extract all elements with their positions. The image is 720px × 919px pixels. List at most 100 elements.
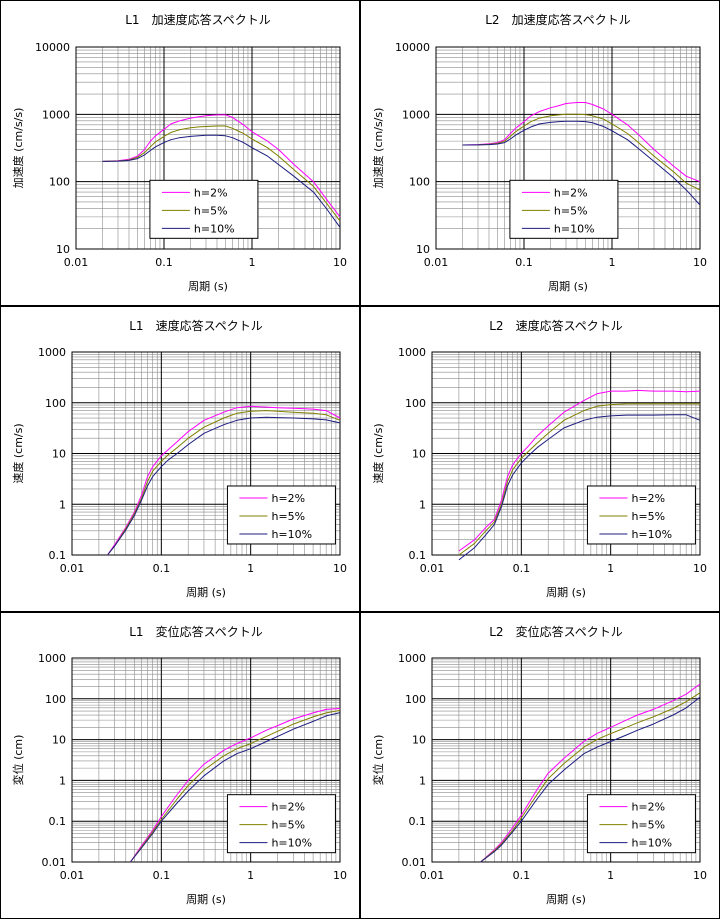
y-tick-label: 100 <box>45 397 66 410</box>
x-tick-label: 1 <box>609 256 616 269</box>
series-lines <box>462 102 701 206</box>
chart-panel-6: 0.01 0.1 1 10 0.01 0.1 1 10 100 1000 L2 変位応答スペクトル周… <box>360 612 720 919</box>
x-tick-label: 1 <box>607 869 614 882</box>
legend-label: h=2% <box>271 492 305 505</box>
series-lines <box>480 683 701 863</box>
y-tick-label: 1 <box>419 498 426 511</box>
series-line-h2pct <box>129 708 341 863</box>
x-tick-label: 1 <box>607 562 614 575</box>
series-lines <box>129 708 341 863</box>
x-axis-label: 周期 (s) <box>546 893 586 906</box>
x-tick-label: 0.01 <box>420 562 445 575</box>
y-tick-label: 0.1 <box>409 815 427 828</box>
x-axis-label: 周期 (s) <box>548 280 588 293</box>
y-tick-label: 0.01 <box>402 856 427 869</box>
grid <box>431 657 701 863</box>
chart-title: L2 速度応答スペクトル <box>489 318 622 333</box>
chart-title: L1 速度応答スペクトル <box>129 318 262 333</box>
x-axis-label: 周期 (s) <box>186 586 226 599</box>
series-line-h5pct <box>480 692 701 863</box>
legend: h=2% h=5% h=10% <box>226 794 336 854</box>
y-tick-label: 1000 <box>398 346 426 359</box>
series-line-h10pct <box>458 414 701 561</box>
x-tick-label: 0.01 <box>60 562 85 575</box>
y-tick-label: 10 <box>412 448 426 461</box>
y-tick-label: 10 <box>56 243 70 256</box>
legend-label: h=10% <box>194 222 235 235</box>
chart-panel-5: 0.01 0.1 1 10 0.01 0.1 1 10 100 1000 L1 変位応答スペクトル周… <box>0 612 360 919</box>
legend-label: h=10% <box>631 837 672 850</box>
series-line-h5pct <box>129 709 341 863</box>
legend-label: h=2% <box>194 186 228 199</box>
x-axis-label: 周期 (s) <box>188 280 228 293</box>
x-tick-label: 10 <box>333 256 347 269</box>
legend-label: h=10% <box>271 528 312 541</box>
y-tick-label: 100 <box>45 693 66 706</box>
legend-label: h=5% <box>271 819 305 832</box>
y-tick-label: 10 <box>416 243 430 256</box>
y-tick-label: 1 <box>59 498 66 511</box>
y-axis-label: 変位 (cm) <box>371 735 385 786</box>
x-tick-label: 0.01 <box>420 869 445 882</box>
x-tick-label: 0.1 <box>513 562 531 575</box>
x-tick-label: 10 <box>693 869 707 882</box>
y-tick-label: 1000 <box>402 108 430 121</box>
legend: h=2% h=5% h=10% <box>586 485 696 545</box>
y-tick-label: 1 <box>59 774 66 787</box>
series-line-h5pct <box>458 403 700 556</box>
legend-label: h=2% <box>631 801 665 814</box>
chart-title: L2 加速度応答スペクトル <box>485 12 630 27</box>
series-line-h10pct <box>480 696 701 863</box>
x-axis-label: 周期 (s) <box>186 893 226 906</box>
legend-label: h=5% <box>631 819 665 832</box>
series-lines <box>107 405 341 556</box>
legend-label: h=5% <box>554 204 588 217</box>
series-line-h2pct <box>107 405 341 556</box>
x-tick-label: 0.01 <box>64 256 89 269</box>
series-line-h5pct <box>462 113 701 191</box>
series-line-h10pct <box>462 120 701 206</box>
legend-label: h=10% <box>271 837 312 850</box>
legend-label: h=5% <box>631 510 665 523</box>
x-tick-label: 0.1 <box>515 256 533 269</box>
chart-panel-1: 0.01 0.1 1 10 10 100 1000 10000 L1 加速度応答スペクトル周期 … <box>0 0 360 306</box>
y-tick-label: 1000 <box>42 108 70 121</box>
y-tick-label: 10000 <box>35 41 70 54</box>
y-axis-label: 加速度 (cm/s/s) <box>11 108 25 189</box>
series-line-h10pct <box>102 134 341 228</box>
x-tick-label: 1 <box>247 562 254 575</box>
y-tick-label: 100 <box>409 176 430 189</box>
series-line-h5pct <box>102 125 341 222</box>
legend-label: h=2% <box>554 186 588 199</box>
legend: h=2% h=5% h=10% <box>509 179 619 239</box>
x-tick-label: 10 <box>333 562 347 575</box>
y-tick-label: 1000 <box>398 652 426 665</box>
legend: h=2% h=5% h=10% <box>226 485 336 545</box>
chart-title: L2 変位応答スペクトル <box>489 624 622 639</box>
x-tick-label: 10 <box>693 256 707 269</box>
series-line-h2pct <box>458 389 701 552</box>
x-tick-label: 0.1 <box>153 869 171 882</box>
y-tick-label: 0.01 <box>42 856 67 869</box>
grid <box>435 46 701 250</box>
y-tick-label: 10 <box>52 734 66 747</box>
legend-label: h=10% <box>631 528 672 541</box>
series-line-h2pct <box>462 102 701 183</box>
chart-panel-2: 0.01 0.1 1 10 10 100 1000 10000 L2 加速度応答スペクトル周期 … <box>360 0 720 306</box>
y-tick-label: 10000 <box>395 41 430 54</box>
y-axis-label: 加速度 (cm/s/s) <box>371 108 385 189</box>
series-lines <box>102 114 341 228</box>
series-line-h2pct <box>102 114 341 218</box>
y-tick-label: 0.1 <box>49 815 67 828</box>
y-tick-label: 100 <box>405 693 426 706</box>
y-tick-label: 100 <box>49 176 70 189</box>
x-tick-label: 10 <box>333 869 347 882</box>
legend: h=2% h=5% h=10% <box>586 794 696 854</box>
y-tick-label: 1000 <box>38 652 66 665</box>
legend-label: h=5% <box>194 204 228 217</box>
y-tick-label: 100 <box>405 397 426 410</box>
y-axis-label: 変位 (cm) <box>11 735 25 786</box>
